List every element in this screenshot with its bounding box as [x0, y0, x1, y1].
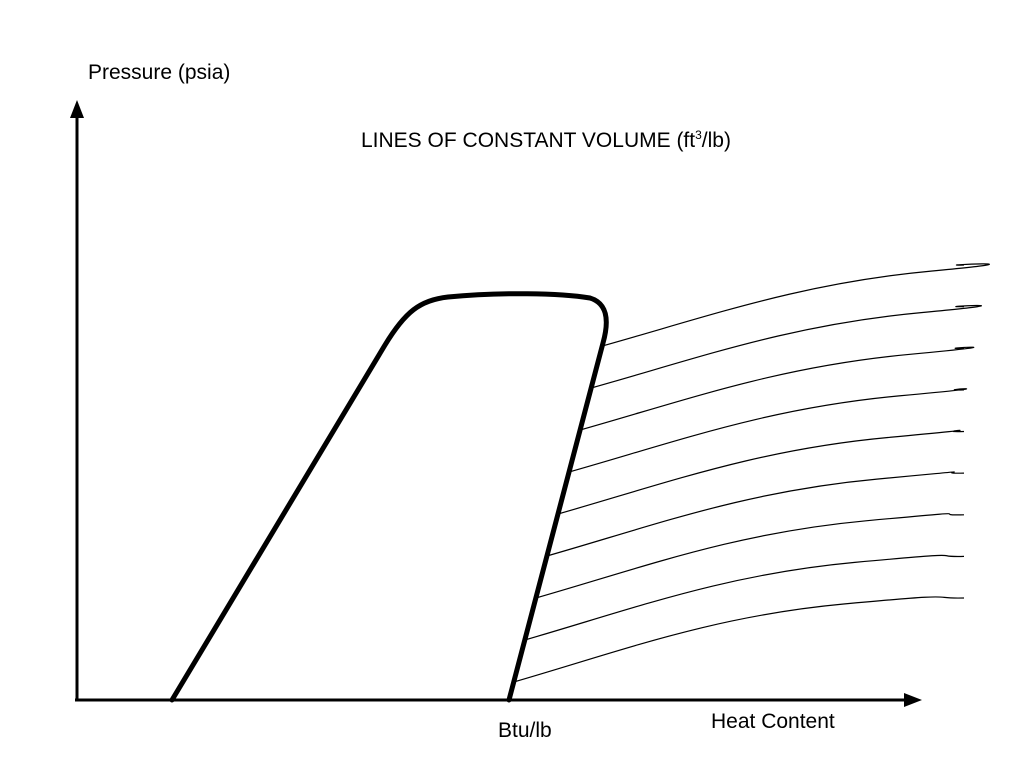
unit-label: Btu/lb [498, 719, 552, 742]
title-superscript: 3 [695, 128, 702, 142]
saturation-curve [169, 291, 609, 703]
x-axis-label: Heat Content [711, 710, 835, 733]
y-axis-label: Pressure (psia) [88, 61, 231, 84]
y-axis [70, 100, 84, 700]
constant-volume-line [513, 596, 965, 683]
x-axis [75, 693, 922, 707]
diagram-title: LINES OF CONSTANT VOLUME (ft3/lb) [361, 128, 731, 152]
constant-volume-line [546, 471, 965, 557]
x-axis-arrowhead [904, 693, 922, 707]
constant-volume-line [524, 554, 965, 641]
constant-volume-line [557, 429, 965, 515]
constant-volume-lines [513, 263, 990, 683]
constant-volume-line [602, 263, 990, 347]
constant-volume-line [579, 346, 975, 431]
title-prefix: LINES OF CONSTANT VOLUME (ft [361, 129, 696, 152]
constant-volume-line [535, 513, 965, 599]
y-axis-arrowhead [70, 100, 84, 118]
title-suffix: /lb) [701, 129, 731, 152]
constant-volume-line [591, 304, 982, 389]
constant-volume-line [568, 388, 968, 473]
